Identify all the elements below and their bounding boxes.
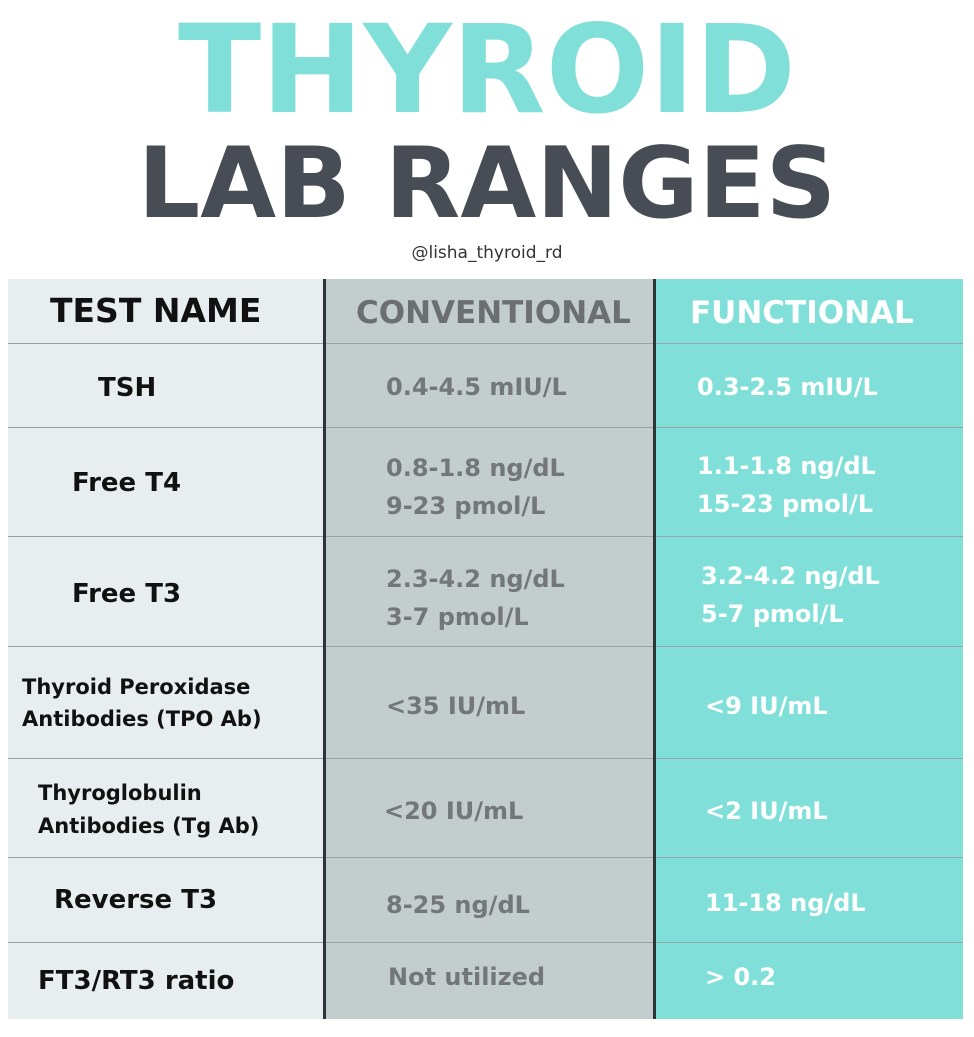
conventional-reverse-t3: 8-25 ng/dL (386, 891, 530, 919)
test-name-tg-ab-line2: Antibodies (Tg Ab) (38, 814, 260, 838)
header-functional: FUNCTIONAL (690, 295, 914, 331)
header-test-name: TEST NAME (50, 291, 262, 330)
conventional-column (325, 279, 655, 1019)
column-divider (323, 279, 326, 1019)
test-name-ft3-rt3-ratio: FT3/RT3 ratio (38, 966, 235, 996)
row-divider (8, 536, 963, 537)
row-divider (8, 857, 963, 858)
test-name-tsh: TSH (98, 373, 157, 403)
functional-tsh: 0.3-2.5 mIU/L (697, 373, 878, 401)
author-handle: @lisha_thyroid_rd (411, 243, 563, 263)
test-name-tpo-ab-line2: Antibodies (TPO Ab) (22, 707, 262, 731)
test-name-column (8, 279, 325, 1019)
header-conventional: CONVENTIONAL (356, 295, 631, 331)
title-thyroid: THYROID (178, 0, 796, 141)
row-divider (8, 427, 963, 428)
functional-free-t4-line2: 15-23 pmol/L (697, 490, 874, 518)
functional-column (655, 279, 963, 1019)
test-name-reverse-t3: Reverse T3 (54, 885, 218, 915)
row-divider (8, 758, 963, 759)
conventional-tpo-ab: <35 IU/mL (386, 692, 526, 720)
functional-free-t3-line1: 3.2-4.2 ng/dL (701, 562, 880, 590)
conventional-free-t4-line2: 9-23 pmol/L (386, 492, 546, 520)
column-divider (653, 279, 656, 1019)
test-name-free-t4: Free T4 (72, 468, 182, 498)
row-divider (8, 343, 963, 344)
row-divider (8, 646, 963, 647)
conventional-ft3-rt3-ratio: Not utilized (388, 963, 546, 991)
functional-tpo-ab: <9 IU/mL (705, 692, 828, 720)
test-name-tpo-ab-line1: Thyroid Peroxidase (22, 675, 251, 699)
functional-reverse-t3: 11-18 ng/dL (705, 889, 866, 917)
title-lab-ranges: LAB RANGES (137, 127, 837, 241)
lab-ranges-table: TEST NAME CONVENTIONAL FUNCTIONAL TSH 0.… (8, 279, 963, 1019)
conventional-free-t3-line2: 3-7 pmol/L (386, 603, 529, 631)
test-name-tg-ab-line1: Thyroglobulin (38, 781, 202, 805)
conventional-free-t4-line1: 0.8-1.8 ng/dL (386, 454, 565, 482)
row-divider (8, 942, 963, 943)
functional-free-t3-line2: 5-7 pmol/L (701, 600, 844, 628)
functional-ft3-rt3-ratio: > 0.2 (705, 963, 776, 991)
test-name-free-t3: Free T3 (72, 579, 182, 609)
functional-free-t4-line1: 1.1-1.8 ng/dL (697, 452, 876, 480)
conventional-tg-ab: <20 IU/mL (384, 797, 524, 825)
conventional-free-t3-line1: 2.3-4.2 ng/dL (386, 565, 565, 593)
functional-tg-ab: <2 IU/mL (705, 797, 828, 825)
conventional-tsh: 0.4-4.5 mIU/L (386, 373, 567, 401)
